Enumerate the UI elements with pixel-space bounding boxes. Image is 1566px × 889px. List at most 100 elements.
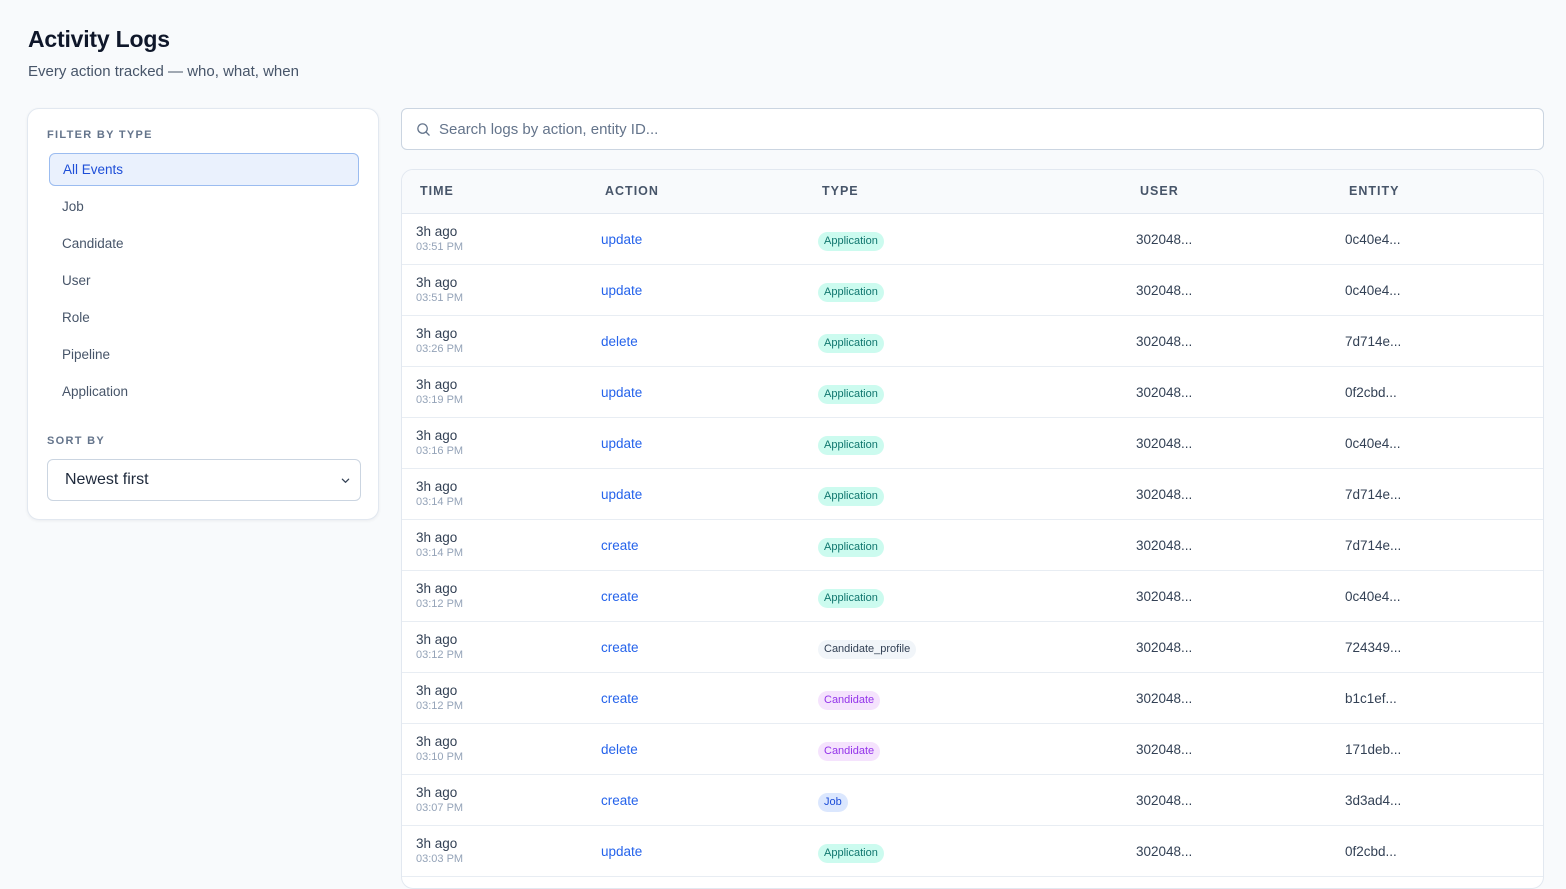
search-input[interactable] bbox=[439, 120, 1519, 138]
table-row[interactable]: 3h ago 03:26 PM delete Application 302048...… bbox=[402, 316, 1543, 367]
action-link[interactable]: delete bbox=[601, 742, 638, 757]
time-cell: 3h ago 03:26 PM bbox=[416, 326, 463, 355]
action-link[interactable]: update bbox=[601, 844, 643, 859]
relative-time: 3h ago bbox=[416, 224, 458, 239]
action-link[interactable]: create bbox=[601, 589, 639, 604]
time-cell: 3h ago 03:12 PM bbox=[416, 632, 463, 661]
entity-cell: 0c40e4... bbox=[1345, 436, 1401, 451]
filter-item-pipeline[interactable]: Pipeline bbox=[62, 347, 111, 362]
relative-time: 3h ago bbox=[416, 428, 458, 443]
type-badge: Application bbox=[818, 844, 884, 863]
relative-time: 3h ago bbox=[416, 377, 458, 392]
user-cell: 302048... bbox=[1136, 283, 1193, 298]
user-cell: 302048... bbox=[1136, 436, 1193, 451]
time-cell: 3h ago 03:12 PM bbox=[416, 581, 463, 610]
relative-time: 3h ago bbox=[416, 581, 458, 596]
type-cell: Application bbox=[818, 435, 884, 455]
entity-cell: 0c40e4... bbox=[1345, 589, 1401, 604]
time-cell: 3h ago 03:03 PM bbox=[416, 836, 463, 865]
action-link[interactable]: delete bbox=[601, 334, 638, 349]
column-header-time[interactable]: TIME bbox=[420, 184, 454, 198]
column-header-user[interactable]: USER bbox=[1140, 184, 1179, 198]
type-badge: Candidate bbox=[818, 742, 881, 761]
table-row[interactable]: 3h ago 03:10 PM delete Candidate 302048... 17… bbox=[402, 724, 1543, 775]
absolute-time: 03:10 PM bbox=[416, 751, 464, 763]
type-cell: Application bbox=[818, 333, 884, 353]
type-cell: Application bbox=[818, 384, 884, 404]
type-badge: Candidate bbox=[818, 691, 881, 710]
time-cell: 3h ago 03:51 PM bbox=[416, 224, 463, 253]
table-row[interactable]: 3h ago 03:07 PM create Job 302048... 3d3ad4..… bbox=[402, 775, 1543, 826]
type-badge: Application bbox=[818, 385, 884, 404]
filter-item-job[interactable]: Job bbox=[62, 199, 84, 214]
user-cell: 302048... bbox=[1136, 538, 1193, 553]
absolute-time: 03:51 PM bbox=[416, 292, 464, 304]
action-link[interactable]: update bbox=[601, 487, 643, 502]
filter-item-application[interactable]: Application bbox=[62, 384, 129, 399]
table-row[interactable]: 3h ago 03:03 PM update Application 302048...… bbox=[402, 826, 1543, 877]
filter-item-all-events[interactable]: All Events bbox=[49, 153, 359, 186]
action-link[interactable]: create bbox=[601, 640, 639, 655]
action-link[interactable]: update bbox=[601, 283, 643, 298]
table-row[interactable]: 3h ago 03:16 PM update Application 302048...… bbox=[402, 418, 1543, 469]
entity-cell: 0f2cbd... bbox=[1345, 844, 1397, 859]
user-cell: 302048... bbox=[1136, 640, 1193, 655]
time-cell: 3h ago 03:12 PM bbox=[416, 683, 463, 712]
type-badge: Application bbox=[818, 538, 884, 557]
entity-cell: 0c40e4... bbox=[1345, 283, 1401, 298]
table-row[interactable]: 3h ago 03:14 PM create Application 302048...… bbox=[402, 520, 1543, 571]
time-cell: 3h ago 03:16 PM bbox=[416, 428, 463, 457]
action-link[interactable]: update bbox=[601, 385, 643, 400]
time-cell: 3h ago 03:10 PM bbox=[416, 734, 463, 763]
type-cell: Application bbox=[818, 588, 884, 608]
entity-cell: 7d714e... bbox=[1345, 334, 1402, 349]
time-cell: 3h ago 03:19 PM bbox=[416, 377, 463, 406]
table-row[interactable]: 3h ago 03:19 PM update Application 302048...… bbox=[402, 367, 1543, 418]
absolute-time: 03:14 PM bbox=[416, 496, 464, 508]
type-cell: Application bbox=[818, 231, 884, 251]
sort-section-label: SORT BY bbox=[47, 435, 105, 447]
absolute-time: 03:26 PM bbox=[416, 343, 464, 355]
type-badge: Application bbox=[818, 487, 884, 506]
table-row[interactable]: 3h ago 03:14 PM update Application 302048...… bbox=[402, 469, 1543, 520]
action-link[interactable]: create bbox=[601, 793, 639, 808]
time-cell: 3h ago 03:14 PM bbox=[416, 530, 463, 559]
column-header-type[interactable]: TYPE bbox=[822, 184, 859, 198]
filter-item-candidate[interactable]: Candidate bbox=[62, 236, 124, 251]
action-link[interactable]: create bbox=[601, 538, 639, 553]
absolute-time: 03:51 PM bbox=[416, 241, 464, 253]
type-badge: Application bbox=[818, 436, 884, 455]
relative-time: 3h ago bbox=[416, 836, 458, 851]
user-cell: 302048... bbox=[1136, 232, 1193, 247]
type-cell: Job bbox=[818, 792, 848, 812]
activity-log-table: TIME ACTION TYPE USER ENTITY 3h ago 03:51… bbox=[401, 169, 1544, 889]
sort-select-value: Newest first bbox=[65, 471, 149, 488]
absolute-time: 03:12 PM bbox=[416, 649, 464, 661]
entity-cell: 3d3ad4... bbox=[1345, 793, 1402, 808]
absolute-time: 03:12 PM bbox=[416, 700, 464, 712]
filter-item-user[interactable]: User bbox=[62, 273, 91, 288]
table-row[interactable]: 3h ago 03:12 PM create Application 302048...… bbox=[402, 571, 1543, 622]
relative-time: 3h ago bbox=[416, 275, 458, 290]
type-cell: Application bbox=[818, 486, 884, 506]
entity-cell: 171deb... bbox=[1345, 742, 1402, 757]
table-row[interactable]: 3h ago 03:51 PM update Application 302048...… bbox=[402, 214, 1543, 265]
table-row[interactable]: 3h ago 03:51 PM update Application 302048...… bbox=[402, 265, 1543, 316]
entity-cell: 7d714e... bbox=[1345, 538, 1402, 553]
type-cell: Application bbox=[818, 843, 884, 863]
type-cell: Application bbox=[818, 537, 884, 557]
relative-time: 3h ago bbox=[416, 530, 458, 545]
type-badge: Application bbox=[818, 283, 884, 302]
absolute-time: 03:12 PM bbox=[416, 598, 464, 610]
action-link[interactable]: update bbox=[601, 232, 643, 247]
table-row[interactable]: 3h ago 03:12 PM create Candidate_profile 302… bbox=[402, 622, 1543, 673]
action-link[interactable]: create bbox=[601, 691, 639, 706]
column-header-action[interactable]: ACTION bbox=[605, 184, 659, 198]
table-row[interactable]: 3h ago 03:12 PM create Candidate 302048... b1… bbox=[402, 673, 1543, 724]
sort-select[interactable]: Newest first bbox=[47, 459, 361, 501]
action-link[interactable]: update bbox=[601, 436, 643, 451]
filter-list: All Events Job Candidate User Role Pipel… bbox=[47, 153, 359, 408]
filter-item-role[interactable]: Role bbox=[62, 310, 90, 325]
column-header-entity[interactable]: ENTITY bbox=[1349, 184, 1400, 198]
type-cell: Candidate_profile bbox=[818, 639, 917, 659]
